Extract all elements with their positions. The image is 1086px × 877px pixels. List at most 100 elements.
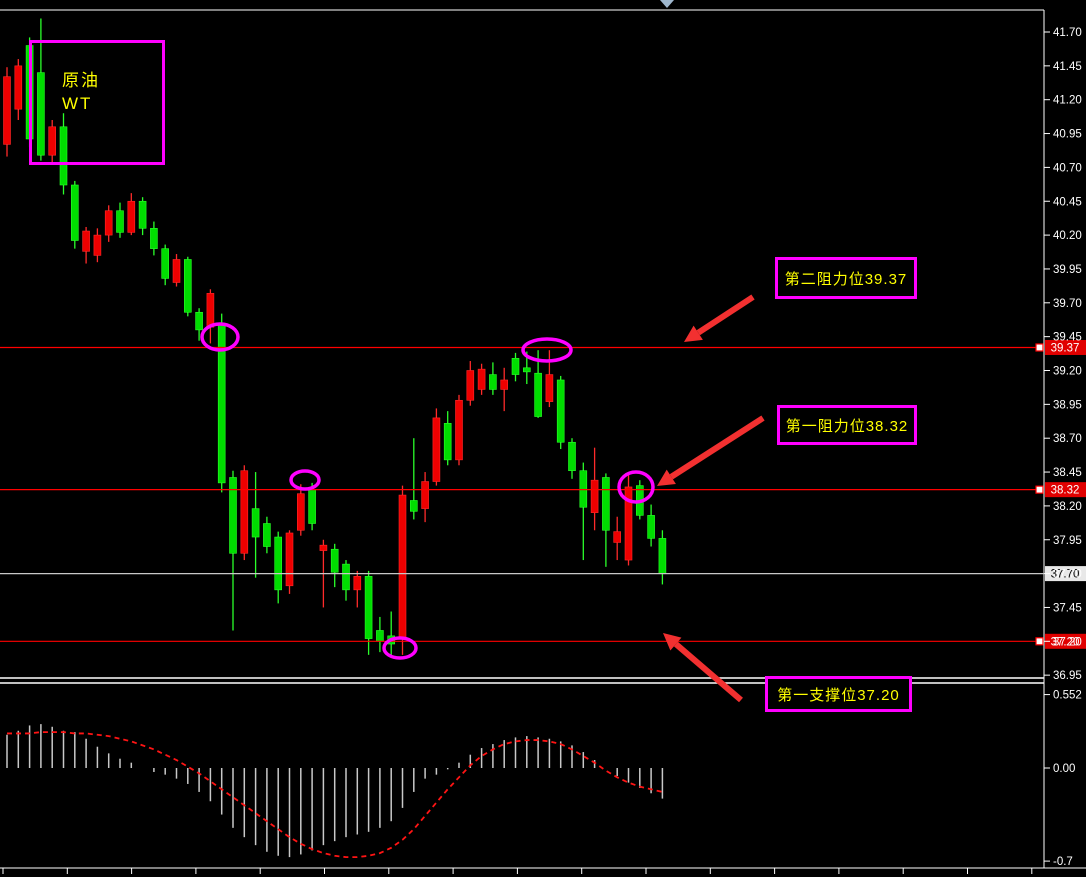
highlight-ellipse: [617, 470, 655, 504]
candle-body: [647, 515, 655, 539]
candle-body: [71, 184, 79, 241]
price-axis-label: 37.20: [1053, 636, 1082, 648]
candle-body: [398, 494, 407, 638]
indicator-axis[interactable]: 0.552 0.00 -0.7: [1044, 690, 1082, 869]
indicator-axis-label: -0.7: [1053, 856, 1073, 868]
candle-body: [455, 399, 463, 461]
scroll-position-marker[interactable]: [660, 0, 674, 8]
candle-body: [206, 293, 215, 328]
candle-body: [229, 477, 237, 554]
support-1-label[interactable]: 第一支撑位37.20: [765, 676, 912, 712]
candle-body: [48, 126, 57, 156]
price-axis-label: 37.95: [1053, 535, 1082, 547]
price-axis-label: 37.70: [1053, 569, 1082, 581]
highlight-ellipses: [200, 322, 655, 660]
price-axis-label: 36.95: [1053, 670, 1082, 682]
symbol-name: 原油: [62, 71, 100, 90]
candle-body: [658, 538, 667, 574]
candle-body: [138, 200, 147, 229]
candle-body: [432, 417, 441, 482]
price-axis-label: 41.70: [1053, 27, 1082, 39]
candle-body: [602, 477, 610, 531]
highlight-ellipse: [382, 636, 418, 660]
candle-body: [556, 379, 565, 443]
price-tag-resistance-1: [1045, 482, 1086, 498]
highlight-ellipse: [200, 322, 240, 352]
candle-body: [534, 372, 542, 417]
resistance-1-text: 第一阻力位38.32: [785, 417, 909, 435]
candle-body: [522, 367, 531, 373]
time-axis[interactable]: [2, 868, 1033, 874]
indicator-axis-label: 0.552: [1053, 690, 1082, 702]
price-axis-label: 38.95: [1053, 399, 1082, 411]
candle-body: [184, 259, 192, 313]
candle-body: [568, 441, 576, 471]
arrow-head: [684, 325, 703, 342]
price-axis-label: 39.20: [1053, 366, 1082, 378]
level-endpoint-marker: [1035, 485, 1044, 494]
candle-body: [613, 531, 622, 543]
candle-body: [489, 374, 497, 390]
resistance-2-label[interactable]: 第二阻力位39.37: [775, 257, 917, 299]
price-axis-label: 39.95: [1053, 264, 1082, 276]
arrow-shaft: [696, 294, 755, 336]
candle-body: [319, 544, 328, 551]
level-endpoint-marker: [1035, 637, 1044, 646]
candle-body: [590, 479, 599, 513]
candle-body: [59, 126, 68, 186]
price-axis-label: 40.95: [1053, 129, 1082, 141]
price-tag-current-price: [1045, 566, 1086, 582]
candle-body: [296, 493, 305, 531]
annotation-arrows: [657, 294, 765, 703]
price-axis-label: 38.45: [1053, 467, 1082, 479]
candle-body: [93, 234, 102, 256]
symbol-label-box[interactable]: 原油 WT: [29, 40, 165, 165]
candle-body: [376, 630, 384, 642]
candle-body: [443, 423, 452, 461]
arrow-head: [663, 633, 682, 651]
arrow-shaft: [673, 641, 743, 703]
candle-body: [14, 65, 23, 110]
symbol-code: WT: [62, 94, 93, 113]
price-axis-label: 38.70: [1053, 433, 1082, 445]
price-tag-text: 39.37: [1051, 342, 1080, 354]
candle-body: [285, 532, 294, 587]
price-axis-label: 39.70: [1053, 298, 1082, 310]
candle-body: [251, 508, 260, 538]
price-tag-resistance-2: [1045, 339, 1086, 355]
candle-body: [500, 379, 509, 390]
price-axis-label: 38.20: [1053, 501, 1082, 513]
candle-body: [150, 228, 158, 249]
candle-body: [172, 259, 181, 283]
level-lines: [0, 343, 1044, 646]
candle-body: [3, 76, 11, 145]
candle-body: [308, 489, 316, 524]
candle-body: [477, 368, 486, 390]
price-axis-label: 40.70: [1053, 162, 1082, 174]
candle-body: [353, 576, 362, 591]
price-axis[interactable]: 41.70 41.45 41.20 40.95 40.70 40.45 40.20 39.95…: [1044, 27, 1082, 682]
candle-body: [37, 72, 45, 156]
candle-body: [127, 200, 136, 233]
candle-body: [274, 536, 283, 591]
indicator-axis-label: 0.00: [1053, 763, 1075, 775]
candle-body: [263, 523, 271, 547]
price-axis-label: 37.45: [1053, 602, 1082, 614]
price-tag-text: 37.20: [1051, 636, 1080, 648]
candle-body: [421, 481, 429, 509]
highlight-ellipse: [289, 469, 321, 491]
resistance-1-label[interactable]: 第一阻力位38.32: [777, 405, 917, 445]
candles-layer: [3, 18, 667, 658]
resistance-2-text: 第二阻力位39.37: [784, 270, 908, 288]
price-tag-support-1: [1045, 633, 1086, 649]
support-1-text: 第一支撑位37.20: [777, 686, 900, 704]
price-tag-text: 37.70: [1051, 569, 1080, 581]
price-tag-text: 38.32: [1051, 485, 1080, 497]
candle-body: [195, 311, 203, 331]
price-axis-label: 40.45: [1053, 196, 1082, 208]
highlight-ellipse: [521, 337, 573, 363]
arrow-head: [657, 469, 676, 486]
candle-body: [364, 576, 373, 639]
